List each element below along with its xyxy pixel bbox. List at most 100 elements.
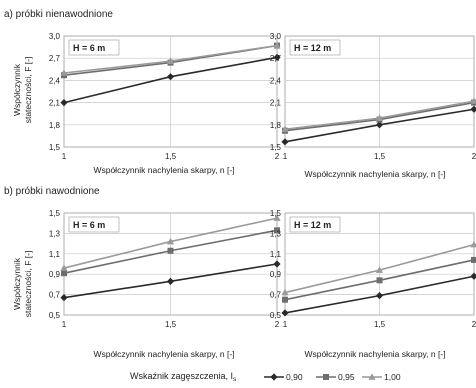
y-tick-label: 1,8 xyxy=(270,121,282,130)
y-tick-label: 1,1 xyxy=(49,250,61,259)
data-point-0-90 xyxy=(166,73,175,81)
legend-marker-triangle xyxy=(368,373,376,380)
data-point-1-00 xyxy=(375,266,384,273)
y-tick-label: 1,3 xyxy=(49,229,61,238)
data-point-1-00 xyxy=(166,57,175,64)
svg-text:H = 12 m: H = 12 m xyxy=(294,220,331,230)
data-point-0-95 xyxy=(167,247,174,254)
legend-label: 0,95 xyxy=(338,372,355,382)
data-point-1-00 xyxy=(273,214,281,221)
svg-text:H = 6 m: H = 6 m xyxy=(73,220,105,230)
y-tick-label: 0,9 xyxy=(270,270,282,279)
y-tick-label: 2,4 xyxy=(270,76,282,85)
data-point-1-00 xyxy=(470,97,476,104)
x-tick-label: 2 xyxy=(472,152,476,161)
data-point-1-00 xyxy=(375,114,384,121)
data-point-1-00 xyxy=(273,41,281,49)
data-point-0-95 xyxy=(274,227,280,234)
x-tick-label: 1 xyxy=(62,152,67,161)
y-tick-label: 2,1 xyxy=(49,99,61,108)
y-tick-label: 0,7 xyxy=(270,291,282,300)
data-point-1-00 xyxy=(60,264,68,271)
data-point-0-90 xyxy=(375,292,384,300)
legend-item-0-90: 0,90 xyxy=(264,372,303,382)
svg-text:Współczynnik: Współczynnik xyxy=(12,63,22,116)
data-point-0-95 xyxy=(282,296,288,303)
legend-label: 0,90 xyxy=(286,372,303,382)
panel-title: H = 6 m xyxy=(68,39,120,56)
data-point-0-90 xyxy=(281,309,289,317)
svg-text:stateczności, F [-]: stateczności, F [-] xyxy=(23,251,33,318)
legend-marker-diamond xyxy=(270,373,278,381)
y-tick-label: 3,0 xyxy=(270,32,282,41)
x-tick-label: 1 xyxy=(62,320,67,329)
y-tick-label: 0,9 xyxy=(49,270,61,279)
y-axis-label-top: Współczynnik stateczności, F [-] xyxy=(12,57,33,124)
data-point-0-90 xyxy=(470,105,476,113)
x-tick-label: 1 xyxy=(283,320,288,329)
data-point-1-00 xyxy=(166,237,175,245)
x-tick-label: 1,5 xyxy=(374,320,386,329)
chart-panel-a-h6: 1,51,82,12,42,73,01 1,5 2H = 6 m xyxy=(49,32,281,161)
y-tick-label: 1,3 xyxy=(270,229,282,238)
data-point-1-00 xyxy=(281,125,289,133)
data-point-1-00 xyxy=(470,240,476,248)
x-axis-label-b-h6: Współczynnik nachylenia skarpy, n [-] xyxy=(93,349,234,359)
x-tick-label: 1,5 xyxy=(374,152,386,161)
y-axis-label-bottom: Współczynnik stateczności, F [-] xyxy=(12,251,33,318)
data-point-0-95 xyxy=(61,270,67,277)
y-tick-label: 2,7 xyxy=(270,54,282,63)
data-point-1-00 xyxy=(281,288,289,296)
x-axis-label-a-h6: Współczynnik nachylenia skarpy, n [-] xyxy=(93,165,234,175)
data-point-0-90 xyxy=(166,277,175,285)
y-tick-label: 1,5 xyxy=(270,209,282,218)
section-label-b: b) próbki nawodnione xyxy=(4,186,100,197)
svg-text:stateczności, F [-]: stateczności, F [-] xyxy=(23,57,33,124)
x-tick-label: 2 xyxy=(275,152,280,161)
y-tick-label: 1,5 xyxy=(270,143,282,152)
data-point-0-95 xyxy=(471,256,476,263)
data-point-0-90 xyxy=(60,99,68,107)
x-tick-label: 1 xyxy=(283,152,288,161)
y-tick-label: 0,5 xyxy=(270,311,282,320)
data-point-0-90 xyxy=(281,138,289,146)
x-tick-label: 1,5 xyxy=(165,152,177,161)
chart-panel-b-h12: 0,5 0,7 0,9 1,1 1,3 1,5 1 1,5 2 H = 12 m xyxy=(270,209,476,329)
svg-text:Współczynnik: Współczynnik xyxy=(12,257,22,310)
x-tick-label: 2 xyxy=(275,320,280,329)
svg-text:H = 6 m: H = 6 m xyxy=(73,43,105,53)
panel-title: H = 12 m xyxy=(289,216,341,233)
data-point-0-90 xyxy=(60,294,68,302)
y-tick-label: 1,8 xyxy=(49,121,61,130)
legend-item-1-00: 1,00 xyxy=(362,372,401,382)
y-tick-label: 3,0 xyxy=(49,32,61,41)
data-point-0-90 xyxy=(375,121,384,129)
svg-text:H = 12 m: H = 12 m xyxy=(294,43,331,53)
y-tick-label: 1,1 xyxy=(270,250,282,259)
data-point-0-90 xyxy=(273,260,281,268)
y-tick-label: 2,7 xyxy=(49,54,61,63)
x-axis-label-b-h12: Współczynnik nachylenia skarpy, n [-] xyxy=(304,349,445,359)
y-tick-label: 0,7 xyxy=(49,291,61,300)
x-tick-label: 2 xyxy=(472,320,476,329)
legend: Wskaźnik zagęszczenia, Is 0,90 0,95 1,00 xyxy=(130,371,401,383)
legend-marker-square xyxy=(323,374,329,380)
x-axis-label-a-h12: Współczynnik nachylenia skarpy, n [-] xyxy=(304,169,445,179)
chart-panel-a-h12: 1,51,82,12,42,73,01 1,5 2H = 12 m xyxy=(270,32,476,161)
y-tick-label: 1,5 xyxy=(49,143,61,152)
y-tick-label: 2,4 xyxy=(49,76,61,85)
legend-item-0-95: 0,95 xyxy=(316,372,355,382)
data-point-0-95 xyxy=(376,277,383,284)
data-point-0-90 xyxy=(273,53,281,62)
chart-panel-b-h6: 0,5 0,7 0,9 1,1 1,3 1,5 1 1,5 2 H = 6 m xyxy=(49,209,281,329)
x-tick-label: 1,5 xyxy=(165,320,177,329)
legend-title: Wskaźnik zagęszczenia, Is xyxy=(130,371,237,383)
legend-label: 1,00 xyxy=(384,372,401,382)
y-tick-label: 1,5 xyxy=(49,209,61,218)
section-label-a: a) próbki nienawodnione xyxy=(4,9,113,20)
y-tick-label: 2,1 xyxy=(270,99,282,108)
panel-title: H = 6 m xyxy=(68,216,120,233)
panel-title: H = 12 m xyxy=(289,39,341,56)
y-tick-label: 0,5 xyxy=(49,311,61,320)
